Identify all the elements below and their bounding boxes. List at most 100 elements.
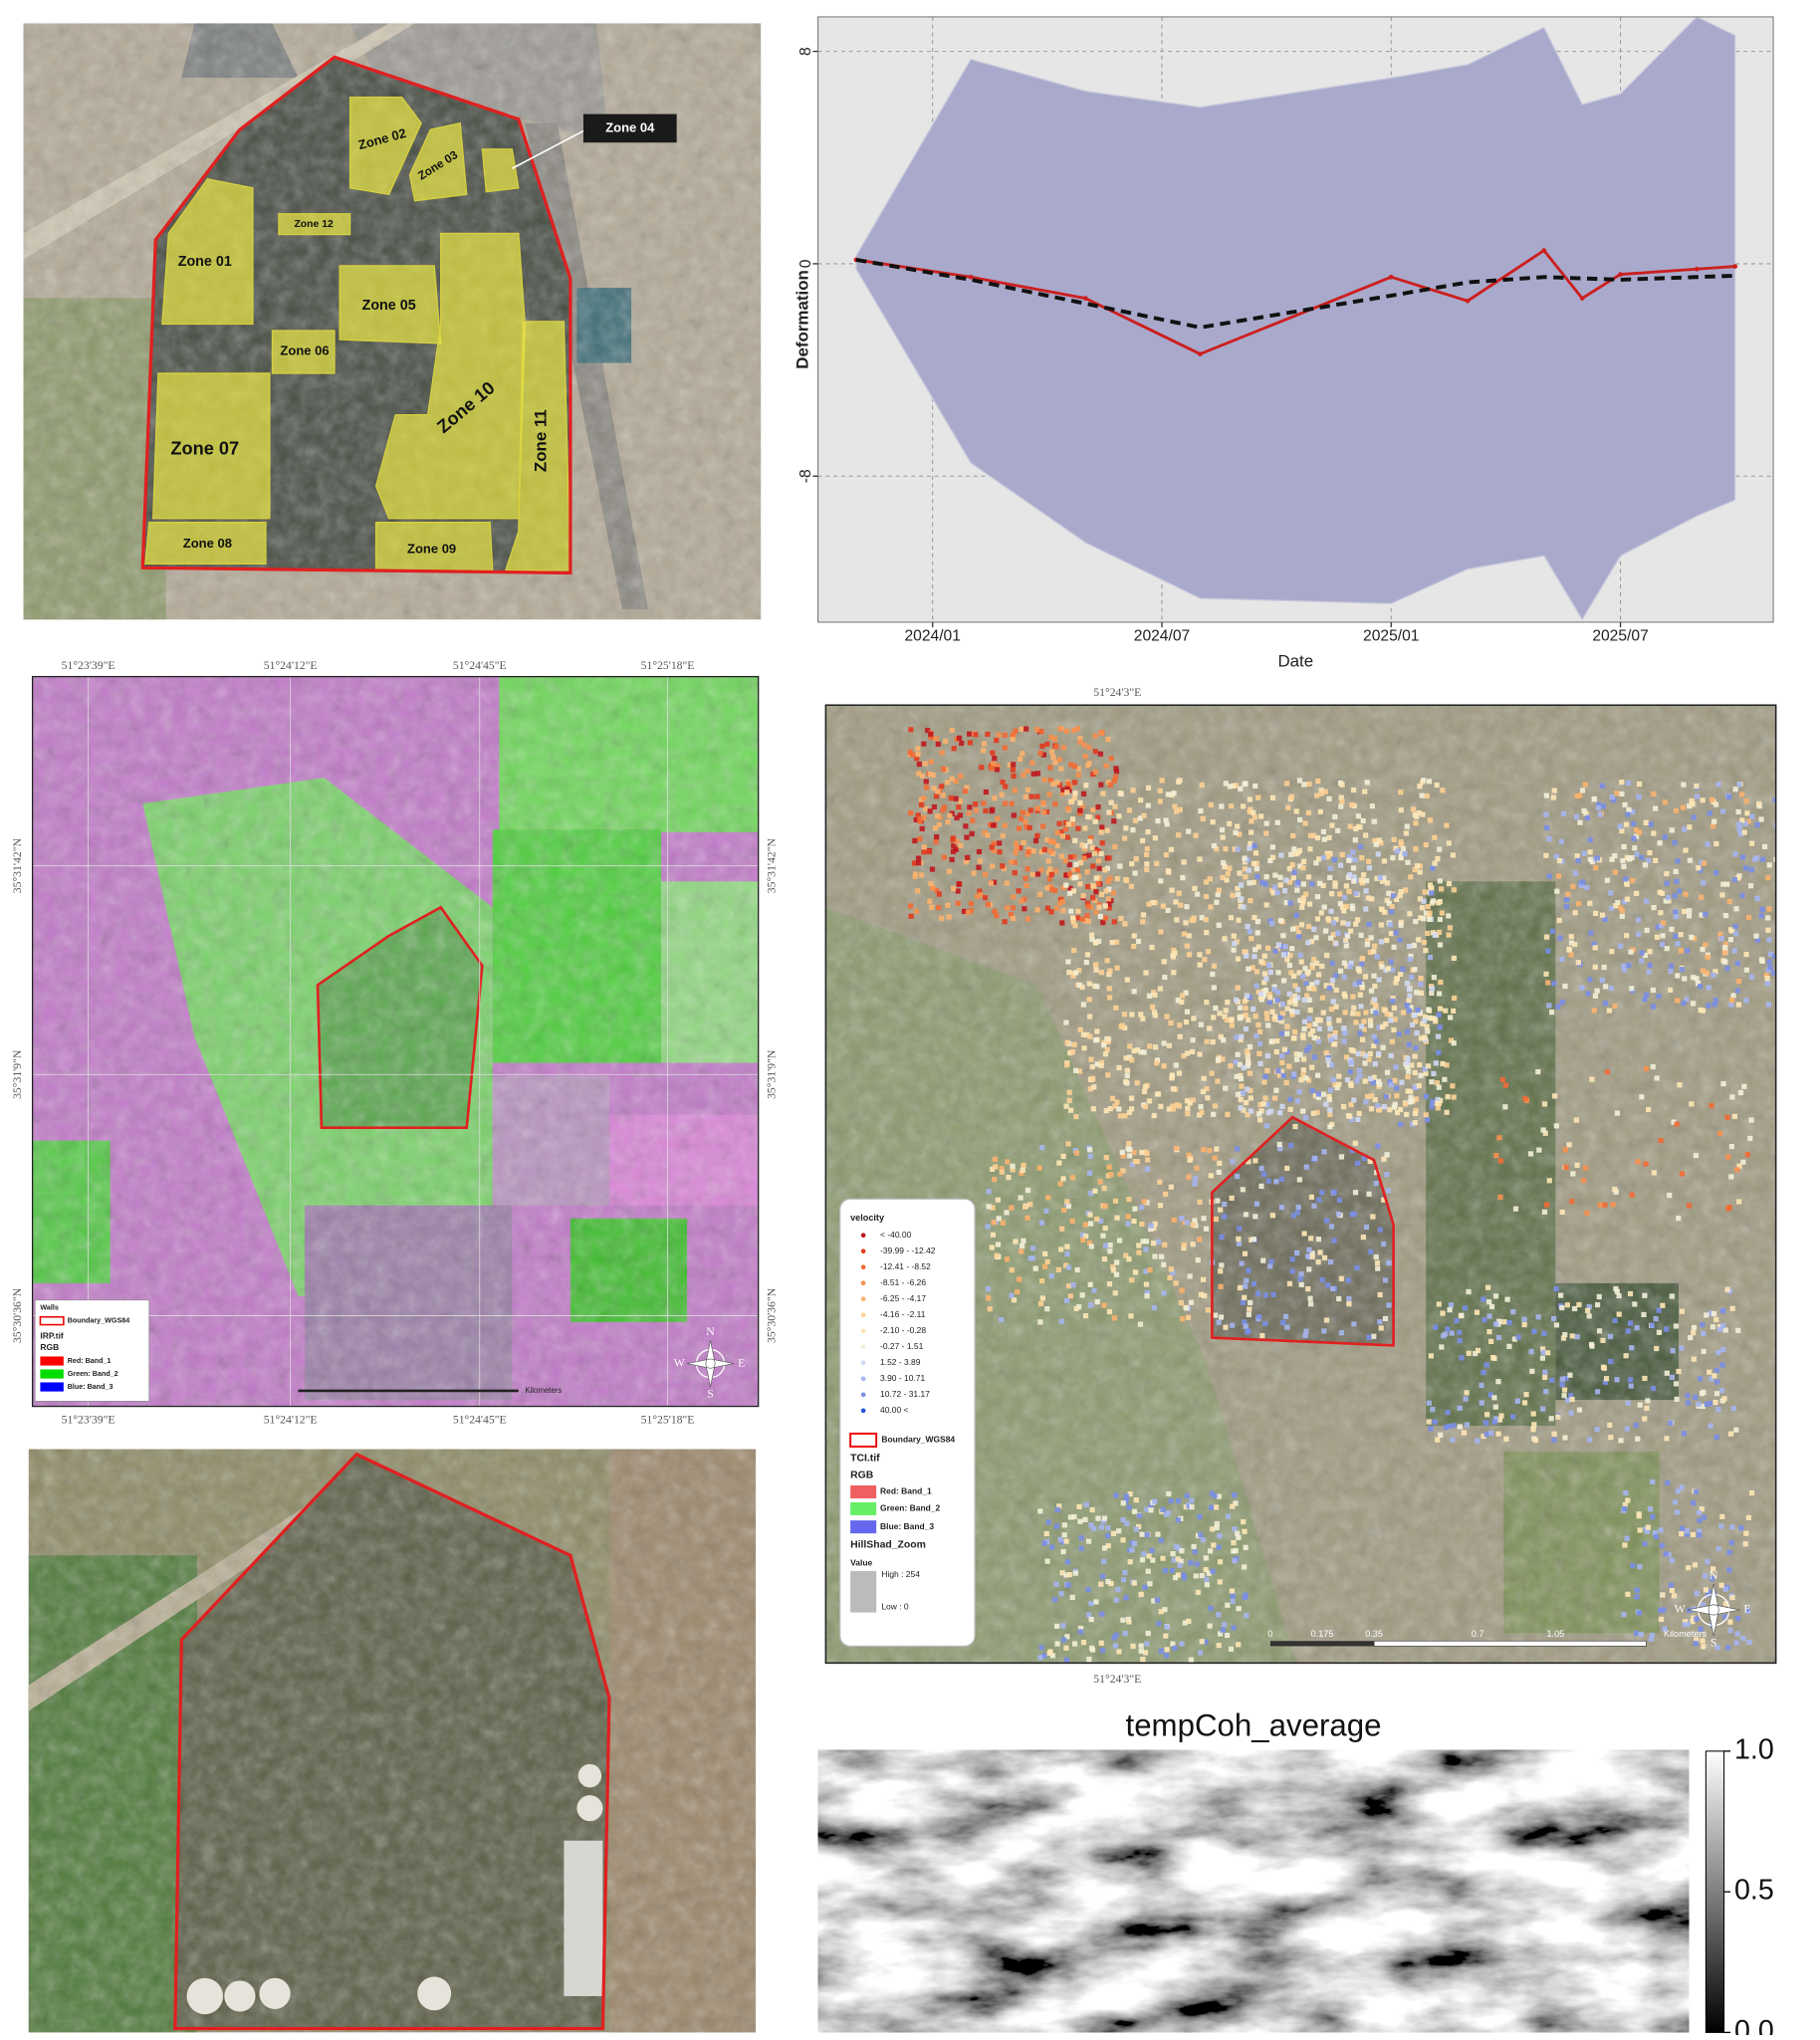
ps-point	[1669, 926, 1675, 932]
ps-point	[957, 812, 964, 818]
ps-point	[1619, 791, 1625, 797]
ps-point	[1412, 1120, 1418, 1126]
ps-point	[949, 727, 955, 734]
ps-point	[1323, 1050, 1329, 1056]
ps-point	[1718, 1523, 1724, 1529]
legend-text: 40.00 <	[880, 1405, 909, 1415]
ps-point	[1573, 1117, 1579, 1123]
ps-point	[1486, 1313, 1492, 1319]
ps-point	[1424, 793, 1430, 799]
ps-point	[1568, 940, 1575, 946]
ps-point	[1162, 974, 1168, 981]
tanks	[186, 1763, 603, 2015]
ps-point	[1239, 1033, 1245, 1039]
legend-text: IRP.tif	[40, 1331, 64, 1341]
ps-point	[1241, 1107, 1247, 1113]
compass-label: N	[706, 1325, 715, 1338]
ps-point	[1440, 788, 1446, 793]
ps-point	[1201, 1216, 1207, 1222]
ps-point	[1044, 885, 1050, 891]
ps-point	[1767, 951, 1774, 957]
ps-point	[964, 785, 970, 791]
ps-point	[977, 888, 983, 894]
ps-point	[1621, 843, 1627, 850]
ps-point	[1205, 1095, 1211, 1101]
ps-point	[1642, 1540, 1648, 1547]
ps-point	[1658, 1616, 1665, 1622]
ps-point	[1331, 1238, 1337, 1244]
ps-point	[1691, 1356, 1697, 1362]
ps-point	[908, 903, 914, 909]
ps-point	[1326, 1093, 1332, 1100]
ps-point	[1408, 1094, 1414, 1100]
ps-point	[1166, 1490, 1172, 1497]
ps-point	[1423, 948, 1429, 954]
ps-point	[1300, 899, 1306, 906]
ps-point	[916, 761, 922, 768]
ps-point	[1201, 1146, 1207, 1153]
ps-point	[1645, 1524, 1652, 1530]
ps-point	[1669, 963, 1675, 969]
ps-point	[1054, 842, 1060, 849]
ps-point	[1644, 992, 1650, 998]
ps-point	[949, 856, 955, 863]
legend-swatch	[860, 1233, 866, 1239]
ps-point	[1305, 923, 1311, 930]
compass-label: W	[674, 1356, 686, 1369]
ps-point	[1145, 1568, 1151, 1574]
ps-point	[1312, 1020, 1318, 1027]
legend-swatch	[850, 1501, 877, 1515]
ps-point	[1113, 766, 1119, 772]
ps-point	[1332, 880, 1338, 886]
ps-point	[1075, 908, 1081, 914]
ps-point	[1277, 1110, 1283, 1116]
ps-point	[1302, 820, 1308, 826]
ps-point	[1251, 1237, 1256, 1243]
ps-point	[1174, 917, 1180, 923]
ps-point	[1743, 1530, 1749, 1536]
ps-point	[1282, 1313, 1289, 1319]
ps-point	[1092, 733, 1098, 739]
ps-point	[1425, 1063, 1432, 1069]
ps-point	[1682, 908, 1688, 915]
ps-point	[1398, 854, 1404, 860]
ps-point	[1098, 1218, 1104, 1225]
ps-point	[1630, 808, 1636, 814]
ps-point	[1648, 1506, 1654, 1512]
ps-point	[1581, 807, 1587, 814]
ps-point	[1129, 1057, 1135, 1063]
ps-point	[1706, 985, 1711, 991]
ps-point	[1173, 1062, 1179, 1068]
ps-point	[1632, 1301, 1638, 1307]
ps-point	[1342, 895, 1348, 901]
ps-point	[1633, 1630, 1640, 1637]
ps-point	[1223, 781, 1229, 787]
ps-point	[1353, 1020, 1359, 1025]
ps-point	[1726, 794, 1732, 800]
ps-point	[1185, 1105, 1191, 1111]
ps-point	[1732, 931, 1739, 937]
ps-point	[1670, 1348, 1676, 1354]
ps-point	[1237, 1061, 1244, 1067]
ps-point	[1253, 1033, 1259, 1039]
ps-point	[1650, 1478, 1656, 1485]
ps-point	[1698, 1007, 1704, 1014]
ps-point	[1696, 1509, 1703, 1516]
ps-point	[1745, 1514, 1752, 1520]
ps-point	[1087, 1212, 1093, 1218]
ps-point	[1388, 1052, 1394, 1058]
ps-point	[990, 863, 996, 869]
ps-point	[1421, 940, 1428, 946]
ps-point	[1219, 827, 1226, 833]
ps-point	[1654, 1345, 1660, 1352]
ps-point	[1708, 1376, 1714, 1382]
ps-point	[1168, 1020, 1174, 1026]
ps-point	[1065, 805, 1071, 811]
ps-point	[1111, 1315, 1118, 1321]
ps-point	[1238, 1072, 1244, 1079]
ps-point	[1215, 1078, 1221, 1084]
ps-point	[1644, 898, 1650, 904]
ps-point	[1087, 1147, 1093, 1153]
ps-point	[1073, 1067, 1079, 1073]
ps-point	[1654, 1075, 1660, 1081]
